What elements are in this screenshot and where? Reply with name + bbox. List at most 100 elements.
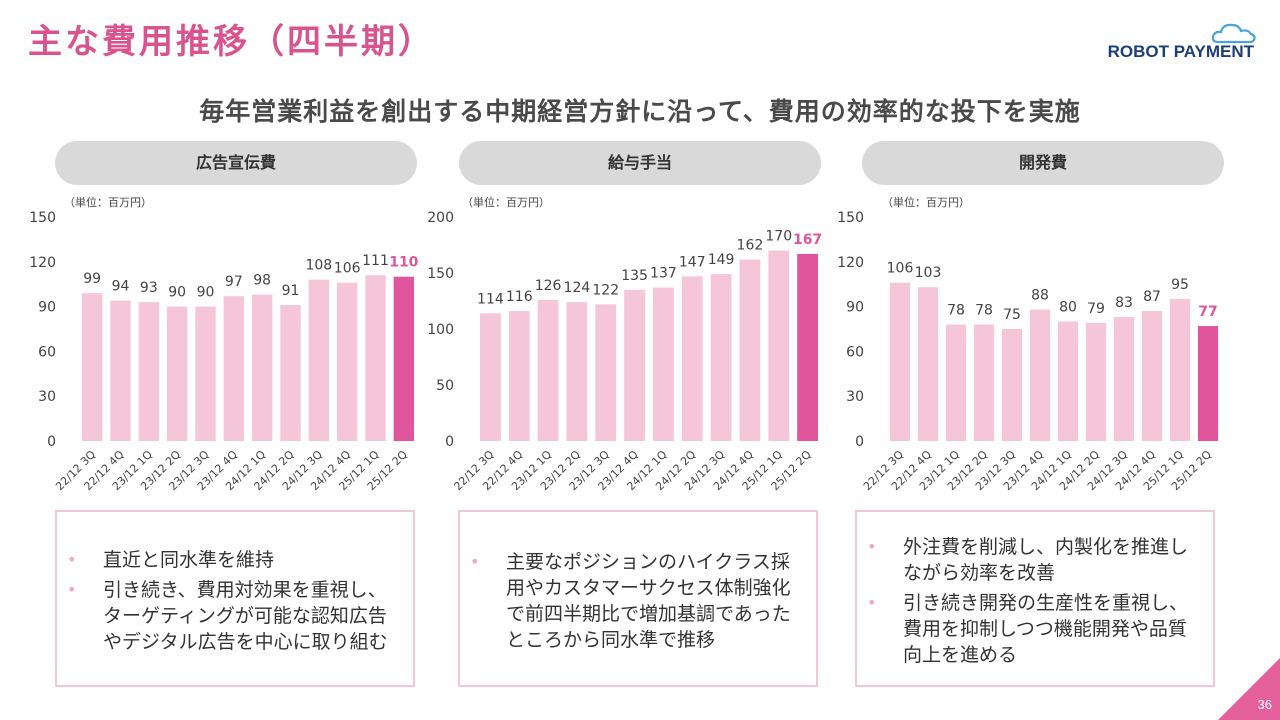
y-tick-label: 0 <box>445 434 454 450</box>
bar-23-12-2Q <box>566 302 588 441</box>
robot-payment-logo: ROBOT PAYMENT <box>1108 22 1256 64</box>
data-label: 88 <box>1031 288 1049 304</box>
bar-24-12-2Q <box>681 276 703 441</box>
bar-22-12-4Q <box>917 287 939 441</box>
panel-header-advertising: 広告宣伝費 <box>55 141 417 185</box>
page-number: 36 <box>1257 697 1272 712</box>
data-label: 110 <box>389 255 418 271</box>
bar-22-12-3Q <box>81 293 103 441</box>
note-item: • 直近と同水準を維持 <box>67 547 397 573</box>
data-label: 93 <box>140 280 158 296</box>
data-label: 90 <box>168 285 186 301</box>
panel-header-development: 開発費 <box>862 141 1224 185</box>
note-box-salary: • 主要なポジションのハイクラス採用やカスタマーサクセス体制強化で前四半期比で増加… <box>458 510 818 687</box>
data-label: 111 <box>362 253 389 269</box>
data-label: 90 <box>197 285 215 301</box>
note-item: • 引き続き、費用対効果を重視し、ターゲティングが可能な認知広告やデジタル広告を中… <box>67 577 397 655</box>
data-label: 137 <box>650 266 677 282</box>
y-tick-label: 30 <box>846 389 864 405</box>
bar-23-12-4Q <box>223 296 245 441</box>
bar-25-12-2Q <box>393 276 415 441</box>
bar-25-12-1Q <box>768 250 790 441</box>
note-text: 直近と同水準を維持 <box>103 548 275 571</box>
page-title: 主な費用推移（四半期） <box>28 22 435 62</box>
bullet-icon: • <box>867 536 877 556</box>
unit-label: （単位：百万円） <box>64 196 152 209</box>
unit-label: （単位：百万円） <box>462 196 550 209</box>
y-tick-label: 120 <box>837 255 864 271</box>
cloud-icon <box>1212 23 1256 44</box>
data-label: 95 <box>1171 277 1189 293</box>
data-label: 79 <box>1087 301 1105 317</box>
bar-22-12-3Q <box>480 313 501 441</box>
data-label: 122 <box>592 282 619 298</box>
data-label: 106 <box>887 261 914 277</box>
y-tick-label: 90 <box>846 300 864 316</box>
note-item: • 引き続き開発の生産性を重視し、費用を抑制しつつ機能開発や品質向上を進める <box>867 590 1197 668</box>
data-label: 98 <box>253 273 271 289</box>
data-label: 77 <box>1198 304 1217 320</box>
data-label: 162 <box>737 238 764 254</box>
data-label: 94 <box>112 279 130 295</box>
bar-24-12-3Q <box>710 274 732 441</box>
data-label: 99 <box>83 271 101 287</box>
bar-23-12-3Q <box>195 306 216 441</box>
logo-part1: ROBOT <box>1107 42 1169 61</box>
note-text: 引き続き開発の生産性を重視し、費用を抑制しつつ機能開発や品質向上を進める <box>903 591 1189 666</box>
y-tick-label: 150 <box>427 266 454 282</box>
data-label: 135 <box>621 268 648 284</box>
bar-23-12-4Q <box>624 289 645 441</box>
data-label: 149 <box>708 252 735 268</box>
data-label: 126 <box>535 278 562 294</box>
bar-25-12-1Q <box>1169 299 1191 441</box>
data-label: 124 <box>564 280 591 296</box>
data-label: 97 <box>225 274 243 290</box>
bar-23-12-4Q <box>1029 309 1051 441</box>
bar-24-12-1Q <box>1057 321 1079 441</box>
data-label: 106 <box>334 261 361 277</box>
y-tick-label: 90 <box>38 300 56 316</box>
unit-label: （単位：百万円） <box>882 196 970 209</box>
bar-24-12-4Q <box>336 282 358 441</box>
data-label: 83 <box>1115 295 1133 311</box>
data-label: 103 <box>915 265 942 281</box>
data-label: 114 <box>477 291 504 307</box>
note-item: • 外注費を削減し、内製化を推進しながら効率を改善 <box>867 534 1197 586</box>
bullet-icon: • <box>67 579 77 599</box>
bar-22-12-4Q <box>110 300 131 441</box>
corner-decoration <box>1218 658 1280 720</box>
bar-23-12-2Q <box>166 306 188 441</box>
subtitle: 毎年営業利益を創出する中期経営方針に沿って、費用の効率的な投下を実施 <box>199 97 1081 126</box>
y-tick-label: 50 <box>436 378 454 394</box>
bullet-icon: • <box>867 592 877 612</box>
data-label: 170 <box>765 229 792 245</box>
data-label: 108 <box>305 258 332 274</box>
bar-25-12-2Q <box>797 253 818 441</box>
data-label: 116 <box>506 289 533 305</box>
bar-24-12-1Q <box>653 287 674 441</box>
bar-23-12-2Q <box>973 324 995 441</box>
logo-part2: PAYMENT <box>1173 42 1254 61</box>
bar-23-12-3Q <box>595 304 617 441</box>
y-tick-label: 30 <box>38 389 56 405</box>
y-tick-label: 60 <box>38 344 56 360</box>
bar-24-12-2Q <box>280 305 301 441</box>
panel-header-salary: 給与手当 <box>459 141 821 185</box>
bar-23-12-1Q <box>138 302 160 441</box>
data-label: 78 <box>947 303 965 319</box>
note-text: 外注費を削減し、内製化を推進しながら効率を改善 <box>903 535 1189 584</box>
data-label: 87 <box>1143 289 1161 305</box>
bar-25-12-2Q <box>1197 326 1219 441</box>
bar-24-12-3Q <box>1113 317 1135 441</box>
bar-24-12-3Q <box>308 279 330 441</box>
y-tick-label: 100 <box>427 322 454 338</box>
y-tick-label: 150 <box>837 210 864 226</box>
y-tick-label: 150 <box>29 210 56 226</box>
y-tick-label: 0 <box>855 434 864 450</box>
note-text: 引き続き、費用対効果を重視し、ターゲティングが可能な認知広告やデジタル広告を中心… <box>103 578 388 653</box>
data-label: 80 <box>1059 300 1077 316</box>
bar-25-12-1Q <box>365 275 386 441</box>
